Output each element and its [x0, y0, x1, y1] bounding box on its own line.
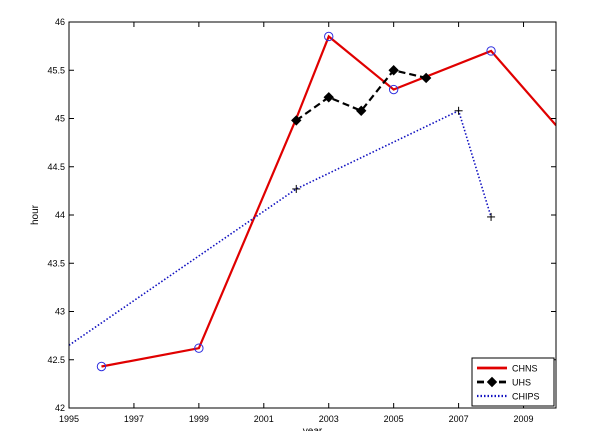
- x-axis-label: year: [303, 426, 323, 431]
- data-point-circle: [486, 46, 496, 56]
- series-line-chips: [69, 109, 492, 346]
- y-tick-label: 43: [55, 307, 65, 317]
- y-tick-label: 42: [55, 403, 65, 413]
- x-tick-label: 1999: [189, 414, 209, 424]
- data-point-plus: [292, 184, 301, 193]
- x-tick-label: 2007: [449, 414, 469, 424]
- legend-item-chns: CHNS: [477, 364, 538, 374]
- y-tick-label: 46: [55, 17, 65, 27]
- x-tick-label: 2001: [254, 414, 274, 424]
- legend-item-uhs: UHS: [477, 376, 531, 388]
- series-layer: [69, 31, 556, 372]
- data-point-plus: [454, 106, 463, 115]
- y-tick-label: 45: [55, 114, 65, 124]
- data-point-plus: [487, 212, 496, 221]
- legend-label: CHIPS: [512, 392, 540, 402]
- y-tick-label: 44.5: [47, 162, 65, 172]
- legend: CHNS UHS CHIPS: [471, 357, 555, 407]
- data-point-diamond: [486, 376, 498, 388]
- y-axis-label: hour: [30, 204, 41, 225]
- x-tick-label: 1997: [124, 414, 144, 424]
- x-tick-label: 2005: [384, 414, 404, 424]
- y-tick-label: 42.5: [47, 355, 65, 365]
- x-tick-label: 2003: [319, 414, 339, 424]
- data-point-diamond: [323, 92, 334, 103]
- legend-label: UHS: [512, 378, 531, 388]
- legend-box: [471, 357, 555, 407]
- x-tick-label: 2009: [514, 414, 534, 424]
- axis-layer: 1995 1997 1999 2001 2003 2005 2007 2009 42 42.5 43…: [47, 17, 556, 424]
- data-point-circle: [194, 343, 204, 353]
- y-tick-label: 43.5: [47, 258, 65, 268]
- series-line-uhs: [295, 69, 427, 122]
- data-point-diamond: [420, 72, 432, 84]
- y-tick-label: 44: [55, 210, 65, 220]
- data-point-diamond: [355, 105, 367, 116]
- data-point-diamond: [388, 65, 399, 76]
- y-tick-label: 45.5: [47, 65, 65, 75]
- legend-item-chips: CHIPS: [477, 392, 540, 402]
- legend-label: CHNS: [512, 364, 538, 374]
- data-point-circle: [388, 84, 399, 95]
- data-point-circle: [96, 361, 107, 372]
- x-tick-label: 1995: [59, 414, 79, 424]
- data-point-diamond: [291, 115, 302, 126]
- data-point-circle: [324, 31, 334, 42]
- series-line-chns: [101, 34, 556, 368]
